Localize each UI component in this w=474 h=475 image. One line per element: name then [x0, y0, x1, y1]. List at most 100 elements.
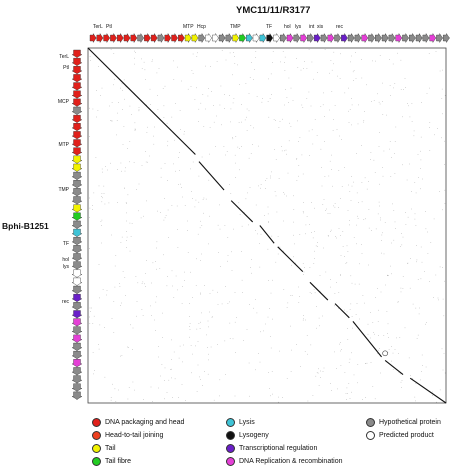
- gene-arrow: [71, 139, 83, 148]
- gene-arrow: [252, 32, 260, 44]
- gene-arrow: [71, 90, 83, 99]
- homology-segment: [230, 200, 254, 223]
- gene-arrow: [110, 32, 117, 44]
- gene-arrow: [71, 180, 83, 189]
- legend-item: Lysogeny: [226, 431, 269, 440]
- top-gene-label: MTP: [183, 24, 194, 30]
- top-gene-label: hol: [284, 24, 291, 30]
- gene-arrow: [71, 163, 83, 172]
- legend-item: DNA packaging and head: [92, 418, 184, 427]
- gene-arrow: [96, 32, 104, 44]
- legend-swatch: [226, 444, 235, 453]
- left-gene-arrows: [71, 49, 83, 400]
- top-gene-label: rec: [336, 24, 343, 30]
- legend-label: Hypothetical protein: [379, 419, 441, 426]
- gene-arrow: [354, 32, 362, 44]
- gene-arrow: [71, 49, 83, 58]
- legend-item: Head-to-tail joining: [92, 431, 163, 440]
- gene-arrow: [368, 32, 375, 44]
- legend-label: Head-to-tail joining: [105, 432, 164, 439]
- top-gene-arrows: [89, 32, 450, 44]
- gene-arrow: [71, 359, 83, 368]
- gene-arrow: [71, 375, 83, 384]
- gene-arrow: [71, 285, 83, 294]
- gene-arrow: [71, 277, 83, 286]
- legend-swatch: [92, 444, 101, 453]
- gene-arrow: [71, 245, 83, 254]
- gene-arrow: [71, 342, 83, 351]
- gene-arrow: [71, 155, 83, 164]
- left-gene-label: Ptl: [63, 65, 69, 71]
- legend-item: Tail fibre: [92, 457, 131, 466]
- gene-arrow: [279, 32, 287, 44]
- gene-arrow: [71, 253, 83, 262]
- gene-arrow: [293, 32, 301, 44]
- gene-arrow: [71, 334, 83, 343]
- homology-segment: [309, 281, 329, 301]
- gene-arrow: [259, 32, 267, 44]
- gene-arrow: [150, 32, 158, 44]
- homology-segment: [384, 359, 404, 376]
- homology-segment: [352, 321, 382, 358]
- gene-arrow: [300, 32, 307, 44]
- gene-arrow: [212, 32, 219, 44]
- gene-arrow: [409, 32, 416, 44]
- gene-arrow: [361, 32, 369, 44]
- gene-arrow: [71, 293, 83, 302]
- top-gene-label: TMP: [230, 24, 241, 30]
- top-gene-label: Hcp: [197, 24, 206, 30]
- legend-label: DNA packaging and head: [105, 419, 185, 426]
- gene-arrow: [164, 32, 172, 44]
- gene-arrow: [246, 32, 253, 44]
- legend-item: Lysis: [226, 418, 255, 427]
- gene-arrow: [71, 188, 83, 197]
- gene-arrow: [184, 32, 192, 44]
- left-gene-label: MTP: [58, 142, 69, 148]
- homology-segment: [409, 377, 447, 404]
- top-gene-label: lys: [295, 24, 302, 30]
- gene-arrow: [103, 32, 111, 44]
- gene-arrow: [71, 220, 83, 229]
- gene-arrow: [218, 32, 226, 44]
- gene-arrow: [71, 269, 83, 278]
- gene-arrow: [157, 32, 165, 44]
- legend-item: Hypothetical protein: [366, 418, 441, 427]
- top-gene-label: int: [309, 24, 315, 30]
- gene-arrow: [71, 212, 83, 221]
- legend-label: Predicted product: [379, 432, 434, 439]
- gene-arrow: [116, 32, 124, 44]
- legend-label: Lysogeny: [239, 432, 269, 439]
- legend-swatch: [366, 418, 375, 427]
- gene-arrow: [178, 32, 185, 44]
- gene-arrow: [198, 32, 206, 44]
- gene-arrow: [71, 318, 83, 327]
- top-gene-label: TerL: [93, 24, 103, 30]
- gene-arrow: [334, 32, 341, 44]
- gene-arrow: [71, 367, 83, 376]
- gene-arrow: [232, 32, 240, 44]
- gene-arrow: [71, 66, 83, 75]
- gene-arrow: [239, 32, 246, 44]
- gene-arrow: [71, 147, 83, 156]
- gene-arrow: [71, 196, 83, 205]
- gene-arrow: [443, 32, 450, 44]
- homology-segment: [198, 161, 225, 191]
- gene-arrow: [225, 32, 233, 44]
- legend-swatch: [366, 431, 375, 440]
- legend-item: Tail: [92, 444, 116, 453]
- gene-arrow: [341, 32, 348, 44]
- gene-arrow: [71, 350, 83, 359]
- top-gene-label: Ptl: [106, 24, 112, 30]
- top-gene-label: xis: [317, 24, 324, 30]
- left-gene-label: rec: [62, 299, 69, 305]
- gene-arrow: [395, 32, 403, 44]
- gene-arrow: [71, 57, 83, 66]
- gene-arrow: [205, 32, 212, 44]
- gene-arrow: [273, 32, 280, 44]
- gene-arrow: [71, 228, 83, 237]
- gene-arrow: [71, 114, 83, 123]
- gene-arrow: [71, 326, 83, 335]
- gene-arrow: [171, 32, 178, 44]
- gene-arrow: [71, 106, 83, 115]
